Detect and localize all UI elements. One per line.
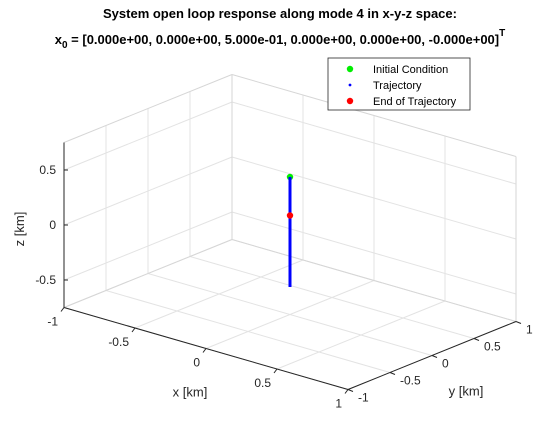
y-tick bbox=[473, 338, 480, 341]
left-wall-grid-z bbox=[63, 156, 233, 226]
legend-marker-initial-condition bbox=[346, 65, 354, 73]
z-tick-label: 0.5 bbox=[39, 163, 56, 177]
box-edge bbox=[231, 74, 517, 157]
legend-marker-trajectory bbox=[348, 83, 352, 87]
x-tick bbox=[344, 389, 349, 394]
box-edge bbox=[231, 239, 517, 322]
y-tick-label: -0.5 bbox=[400, 374, 421, 388]
title-vector: = [0.000e+00, 0.000e+00, 5.000e-01, 0.00… bbox=[68, 32, 500, 47]
z-tick-label: -0.5 bbox=[35, 273, 56, 287]
z-axis-label: z [km] bbox=[12, 212, 27, 247]
chart-title-line1: System open loop response along mode 4 i… bbox=[103, 6, 457, 21]
floor-grid-y bbox=[105, 290, 391, 373]
end-of-trajectory-marker bbox=[286, 212, 294, 219]
y-axis-label: y [km] bbox=[449, 384, 484, 399]
x-tick-label: -1 bbox=[47, 315, 58, 329]
y-tick bbox=[431, 355, 438, 358]
x-tick-label: 0 bbox=[193, 356, 200, 370]
y-tick-label: 0 bbox=[442, 357, 449, 371]
y-tick-label: -1 bbox=[358, 391, 369, 405]
back-wall-grid-z bbox=[231, 211, 517, 295]
legend-label-end-of-trajectory: End of Trajectory bbox=[373, 96, 457, 108]
y-tick-label: 1 bbox=[526, 323, 533, 337]
x-axis-label: x [km] bbox=[173, 385, 208, 400]
y-tick-label: 0.5 bbox=[484, 340, 501, 354]
y-tick bbox=[515, 321, 522, 324]
x-tick bbox=[60, 307, 65, 312]
legend-label-initial-condition: Initial Condition bbox=[373, 64, 448, 76]
title-subscript: 0 bbox=[62, 40, 68, 51]
back-wall-grid-z bbox=[231, 101, 517, 185]
x-tick bbox=[202, 348, 207, 353]
x-tick bbox=[273, 368, 278, 374]
y-tick bbox=[347, 389, 354, 392]
left-wall-grid-z bbox=[63, 101, 233, 171]
x-tick-label: 1 bbox=[335, 397, 342, 411]
axes-layer bbox=[60, 142, 522, 394]
left-wall-grid-z bbox=[63, 211, 233, 281]
title-x-symbol: x bbox=[55, 32, 63, 47]
legend: Initial Condition Trajectory End of Trajec… bbox=[327, 57, 471, 111]
label-layer: -1 -0.5 0 0.5 1 -1 -0.5 0 0.5 1 -0.5 0 0.5 x [km] y [k… bbox=[12, 163, 533, 411]
box-edge bbox=[63, 74, 233, 143]
x-tick-label: -0.5 bbox=[108, 335, 129, 349]
floor-grid-y bbox=[189, 256, 475, 339]
x-tick bbox=[131, 327, 136, 333]
z-tick-label: 0 bbox=[49, 218, 56, 232]
x-tick-label: 0.5 bbox=[254, 376, 271, 390]
y-tick bbox=[389, 372, 396, 375]
legend-marker-end-of-trajectory bbox=[346, 97, 354, 105]
back-wall-grid-z bbox=[231, 156, 517, 240]
floor-grid-y bbox=[147, 273, 433, 356]
box-edge bbox=[63, 239, 233, 308]
legend-label-trajectory: Trajectory bbox=[373, 80, 422, 92]
chart-title-line2: x0 = [0.000e+00, 0.000e+00, 5.000e-01, 0… bbox=[55, 28, 505, 51]
title-superscript: T bbox=[499, 28, 505, 39]
data-layer bbox=[286, 173, 294, 287]
